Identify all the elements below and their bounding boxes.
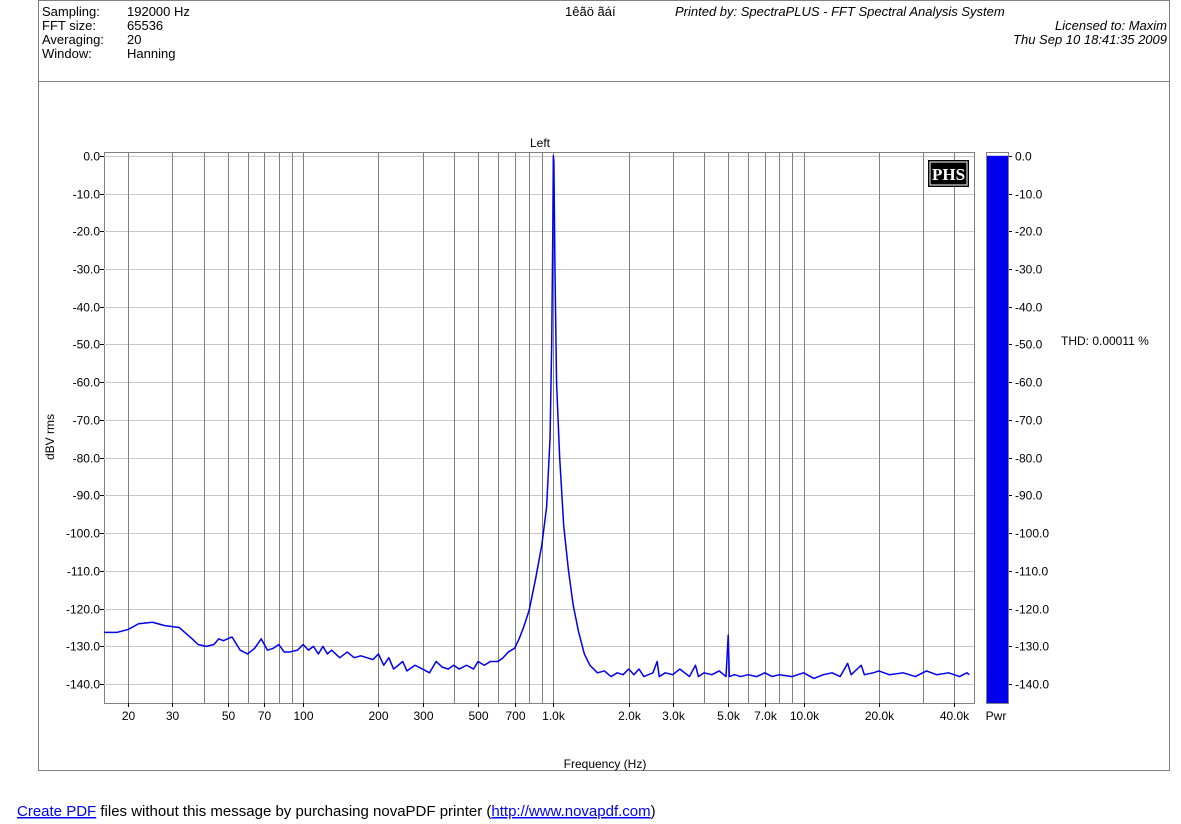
field-label: Averaging: <box>42 32 104 47</box>
x-tick-label: 500 <box>468 709 488 723</box>
footer-end: ) <box>651 803 656 820</box>
y-tick-label: -20.0 <box>73 225 101 239</box>
meter-tick-label: -130.0 <box>1015 640 1049 654</box>
x-tick-label: 70 <box>258 709 272 723</box>
x-tick-label: 300 <box>413 709 433 723</box>
y-axis-label: dBV rms <box>43 414 57 460</box>
meter-tick-label: -100.0 <box>1015 527 1049 541</box>
y-tick-label: -130.0 <box>66 640 100 654</box>
meter-tick-label: -30.0 <box>1015 263 1043 277</box>
x-tick-label: 30 <box>166 709 180 723</box>
annotation: THD: 0.00011 % <box>1061 334 1149 348</box>
meter-tick-label: -110.0 <box>1015 565 1048 579</box>
meter-tick-label: -40.0 <box>1015 301 1043 315</box>
y-tick-label: -90.0 <box>73 489 101 503</box>
x-tick-label: 10.0k <box>790 709 820 723</box>
logo: PHS <box>932 165 965 184</box>
y-tick-label: -70.0 <box>73 414 101 428</box>
meter-tick-label: -80.0 <box>1015 452 1043 466</box>
x-tick-label: 50 <box>222 709 236 723</box>
footer-text: files without this message by purchasing… <box>96 803 491 820</box>
x-tick-label: 20 <box>122 709 136 723</box>
y-tick-label: -100.0 <box>66 527 100 541</box>
y-tick-label: -40.0 <box>73 301 101 315</box>
field-value: 65536 <box>127 18 163 33</box>
frame <box>38 0 1170 771</box>
meter-bar <box>987 155 1008 703</box>
meter-tick-label: -60.0 <box>1015 376 1043 390</box>
timestamp: Thu Sep 10 18:41:35 2009 <box>1013 32 1167 47</box>
y-tick-label: -140.0 <box>66 678 100 692</box>
x-axis-label: Frequency (Hz) <box>564 757 647 771</box>
logo-box <box>928 160 969 187</box>
y-tick-label: -120.0 <box>66 603 100 617</box>
meter-tick-label: -90.0 <box>1015 489 1043 503</box>
meter-label: Pwr <box>986 709 1007 723</box>
y-tick-label: -50.0 <box>73 338 101 352</box>
plot-area <box>104 152 975 704</box>
field-label: Window: <box>42 46 92 61</box>
chart-title: Left <box>530 136 551 150</box>
licensed-to: Licensed to: Maxim <box>1055 18 1167 33</box>
meter-tick-label: 0.0 <box>1015 150 1032 164</box>
meter-tick-label: -20.0 <box>1015 225 1043 239</box>
y-tick-label: -60.0 <box>73 376 101 390</box>
meter-tick-label: -50.0 <box>1015 338 1043 352</box>
y-tick-label: -80.0 <box>73 452 101 466</box>
x-tick-label: 2.0k <box>618 709 642 723</box>
y-tick-label: -10.0 <box>73 188 101 202</box>
logo-border <box>929 161 968 186</box>
y-tick-label: -30.0 <box>73 263 101 277</box>
footer-link[interactable]: Create PDF <box>17 803 96 820</box>
field-label: Sampling: <box>42 4 100 19</box>
field-value: Hanning <box>127 46 175 61</box>
field-label: FFT size: <box>42 18 96 33</box>
x-tick-label: 700 <box>505 709 525 723</box>
x-tick-label: 3.0k <box>662 709 686 723</box>
field-value: 20 <box>127 32 141 47</box>
meter-tick-label: -70.0 <box>1015 414 1043 428</box>
spectrum-line <box>104 155 970 680</box>
meter-tick-label: -120.0 <box>1015 603 1049 617</box>
x-tick-label: 20.0k <box>865 709 895 723</box>
meter-tick-label: -140.0 <box>1015 678 1049 692</box>
x-tick-label: 5.0k <box>717 709 741 723</box>
x-tick-label: 1.0k <box>542 709 566 723</box>
y-tick-label: 0.0 <box>83 150 100 164</box>
x-tick-label: 100 <box>293 709 313 723</box>
header-code: 1êãö ãáí <box>565 4 616 19</box>
x-tick-label: 7.0k <box>754 709 778 723</box>
meter-tick-label: -10.0 <box>1015 188 1043 202</box>
x-tick-label: 40.0k <box>940 709 970 723</box>
x-tick-label: 200 <box>368 709 388 723</box>
printed-by: Printed by: SpectraPLUS - FFT Spectral A… <box>675 4 1005 19</box>
footer-url[interactable]: http://www.novapdf.com <box>491 803 650 820</box>
field-value: 192000 Hz <box>127 4 190 19</box>
footer: Create PDF files without this message by… <box>17 803 656 820</box>
y-tick-label: -110.0 <box>67 565 100 579</box>
